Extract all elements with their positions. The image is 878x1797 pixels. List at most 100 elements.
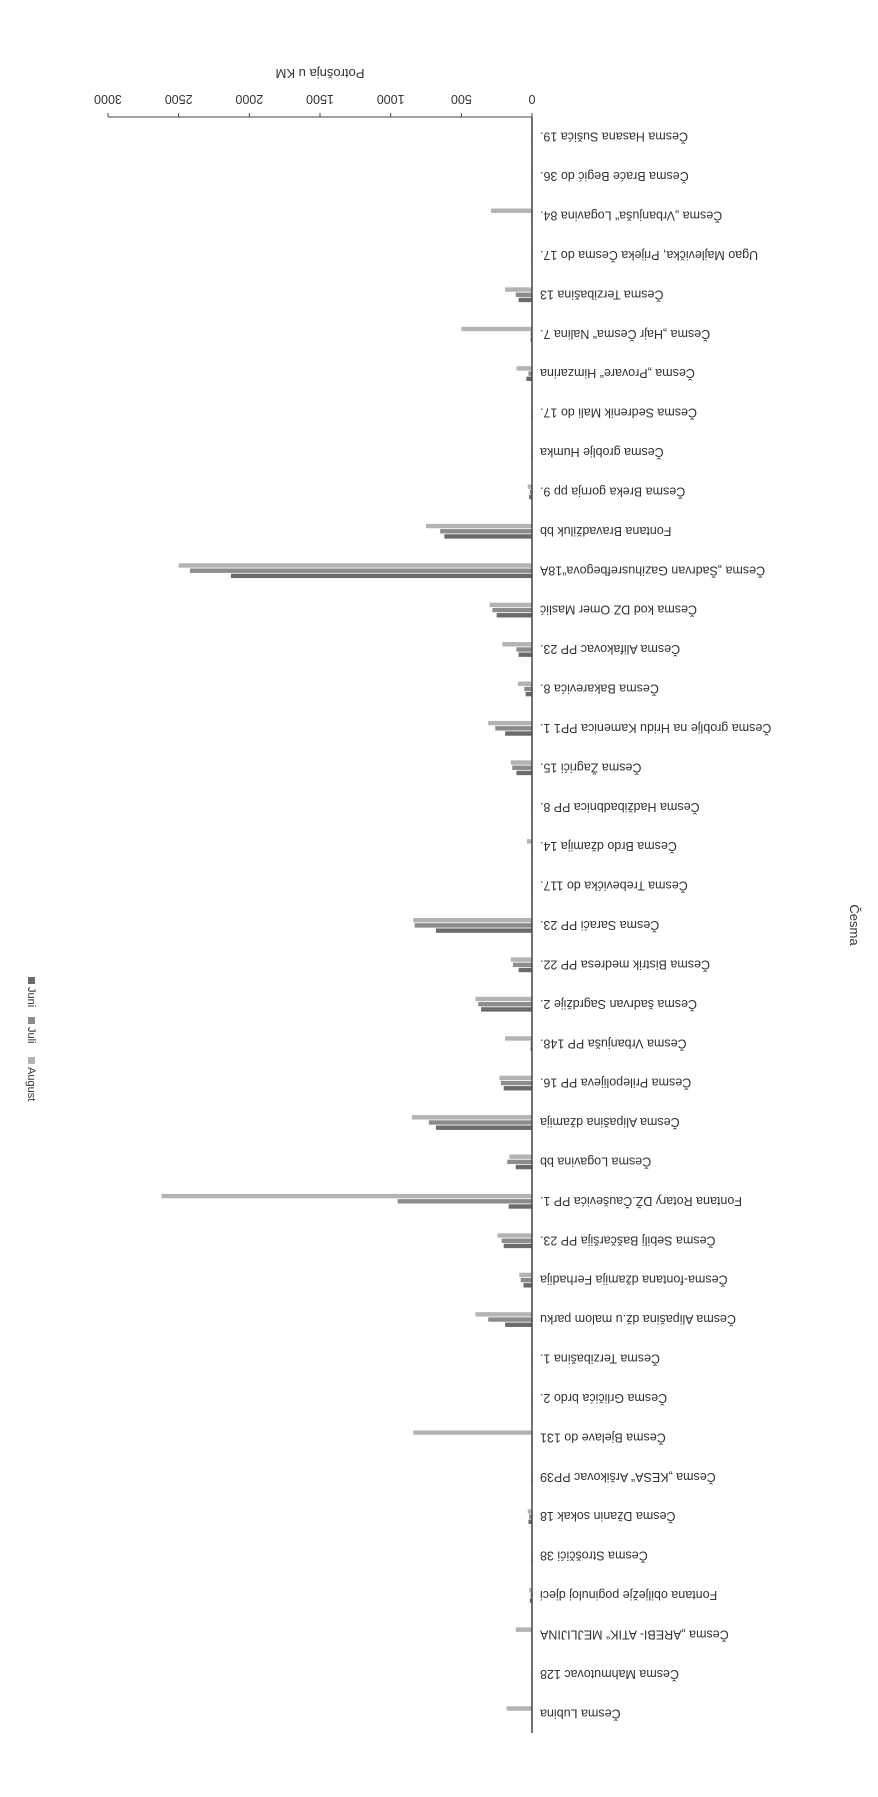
category-label: Česma „AREBI- ATIK“ MEJLIJINA [539,1627,728,1642]
category-label: Česma Braće Begić do 36. [540,169,689,184]
category-labels: Česma Hasana Sušića 19. Česma Braće Begić… [539,130,771,1722]
value-tick-label: 2500 [165,92,193,106]
category-label: Česma Logavina bb [540,1154,651,1169]
bar-august-13 [502,642,532,647]
category-axis-title: Česma [847,904,862,946]
category-label: Česma Hadžibadbnica PP 8. [540,800,700,815]
bar-august-6 [516,366,532,371]
bar-juli-21 [512,962,532,968]
bar-juni-30 [505,1322,532,1327]
legend-label: Juni [25,987,37,1007]
legend-swatch [28,977,35,984]
bar-juni-6 [526,376,532,381]
bar-august-29 [519,1272,532,1278]
bar-juni-20 [435,928,532,933]
category-label: Česma Hasana Sušića 19. [540,130,688,145]
bar-juli-12 [492,607,532,613]
category-label: Fontana Rotary DŽ.Čauševića PP 1. [540,1194,742,1209]
bar-august-10 [426,523,532,529]
bar-august-12 [489,602,532,608]
category-label: Česma Grličića brdo 2. [540,1391,667,1406]
legend-swatch [28,1017,35,1024]
category-label: Fontana obilježje poginuloj djeci [540,1588,717,1602]
bar-juli-6 [528,371,532,376]
bar-juni-22 [481,1007,532,1012]
bar-juni-25 [435,1125,532,1130]
category-label: Česma „Vrbanjuša“ Logavina 84. [540,209,722,224]
category-label: Česma „Provare“ Himzarina [540,366,695,381]
bar-august-26 [509,1154,532,1159]
bar-juni-24 [503,1086,532,1091]
bar-juni-29 [523,1283,532,1288]
legend-label: Juli [25,1027,37,1044]
bar-juli-10 [440,529,532,534]
bar-juli-29 [520,1277,532,1283]
category-label: Česma Terzibašina 13 [540,287,663,302]
bar-juni-12 [496,613,532,618]
category-label: Česma „KESA“ Aršikovac PP39 [540,1470,716,1485]
plot-area [161,129,532,1722]
value-axis-title: Potrošnja u KM [276,66,365,81]
category-label: Česma Sedrenik Mali do 17. [540,406,697,421]
category-label: Česma Bjelave do 131 [540,1430,666,1445]
bar-juli-25 [428,1120,532,1125]
value-tick-label: 3000 [94,92,122,106]
category-label: Česma „Šadrvan Gazihusrefbegova“18A [539,563,765,578]
bar-juni-26 [515,1164,532,1170]
category-label: Česma Sebilj Baščaršija PP 23. [540,1233,716,1248]
category-label: Česma Lubina [540,1706,621,1721]
bar-august-40 [506,1706,532,1711]
category-label: Česma Alifakovac PP 23. [540,642,680,657]
category-label: Česma šadrvan Sagrdžije 2. [540,997,697,1012]
bar-juni-14 [525,691,532,697]
legend: Juni Juli August [25,977,37,1101]
category-label: Ugao Majlevička, Prijeka Česma do 17. [540,248,758,263]
value-tick-label: 500 [451,92,472,106]
bar-juli-20 [414,923,532,928]
bar-juni-16 [516,770,532,776]
bar-juni-15 [505,731,532,736]
category-label: Česma „Hajr Česma“ Nalina 7. [540,327,710,342]
bar-august-35 [527,1509,532,1514]
category-label: Česma Brdo džamija 14. [540,839,677,854]
bar-august-16 [510,760,532,765]
bar-august-21 [510,957,532,962]
category-label: Česma Mahmutovac 128 [540,1667,679,1682]
bar-juli-11 [189,568,532,573]
category-label: Česma Alipašina džamija [540,1115,680,1130]
category-label: Česma Breka gornja pp 9. [540,484,685,499]
bar-august-11 [178,563,532,568]
bar-august-2 [491,208,532,213]
bar-juni-10 [444,534,532,539]
category-label: Česma Žagrići 15. [540,760,641,775]
bar-august-15 [488,720,532,726]
legend-swatch [28,1057,35,1064]
bar-juni-21 [518,967,532,973]
category-label: Česma Vrbanjuša PP 148. [540,1036,687,1051]
value-tick-label: 2000 [235,92,263,106]
bar-juli-27 [397,1199,532,1204]
bar-juli-4 [515,292,532,297]
bar-juli-35 [529,1514,532,1519]
bar-august-4 [505,287,532,292]
bar-juni-13 [518,652,532,657]
bar-juli-9 [529,489,532,495]
category-label: Česma Trebevićka do 117. [540,879,688,894]
value-tick-labels: 0 500 1000 1500 2000 2500 3000 [94,92,535,117]
category-label: Česma groblje Humka [540,445,664,460]
category-label: Česma Bistrik medresa PP 22. [540,957,710,972]
bar-juli-15 [495,726,532,731]
category-label: Česma Terzibašina 1. [540,1352,660,1367]
bar-juli-13 [516,647,532,652]
category-label: Česma Prilepolijeva PP 16. [540,1076,691,1091]
bar-august-20 [413,918,532,923]
category-label: Česma groblje na Hridu Kamenica PP1 1. [540,721,771,736]
bar-august-37 [529,1588,532,1593]
bar-august-22 [475,996,532,1002]
value-tick-label: 1000 [377,92,405,106]
legend-label: August [25,1067,37,1101]
category-label: Česma kod DZ Omer Maslić [540,603,697,618]
bar-juni-27 [508,1204,532,1209]
bar-juni-9 [529,494,532,500]
